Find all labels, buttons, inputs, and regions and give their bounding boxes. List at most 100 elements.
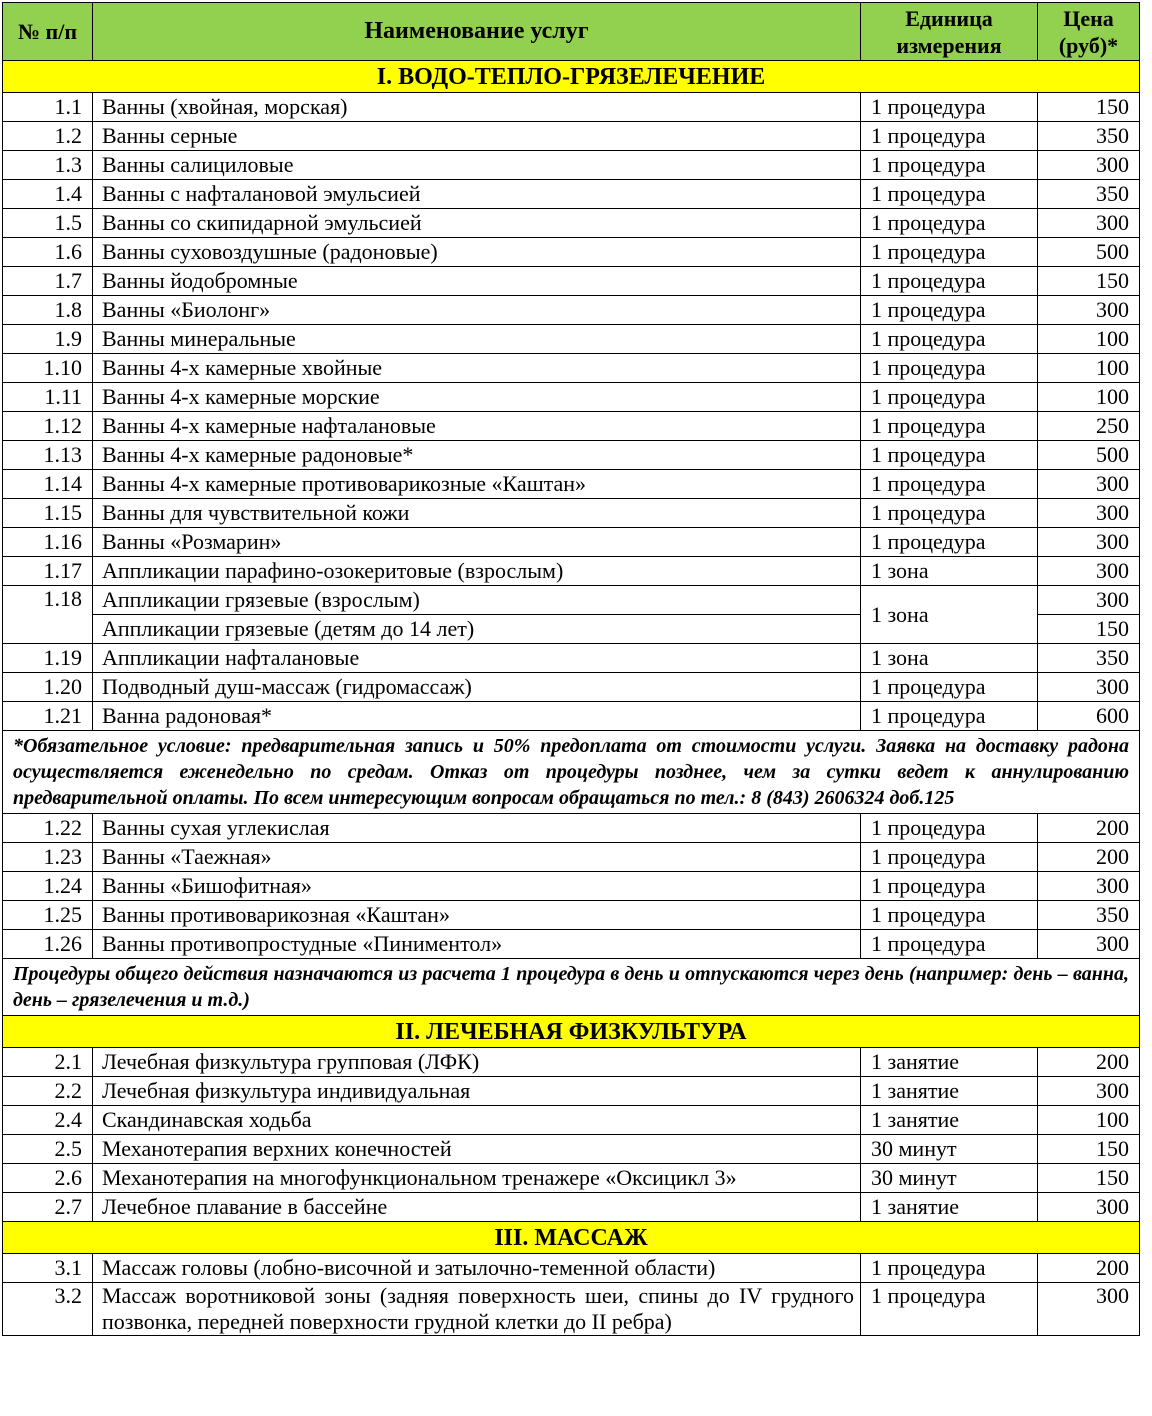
price: 100 [1037,324,1140,354]
price: 200 [1037,1047,1140,1077]
item-number: 1.18 [2,585,93,644]
service-name: Скандинавская ходьба [92,1105,861,1135]
price: 600 [1037,701,1140,731]
section-row: III. МАССАЖ [2,1221,1140,1254]
service-name: Механотерапия на многофункциональном тре… [92,1163,861,1193]
table-row: 1.22 Ванны сухая углекислая 1 процедура 200 [2,813,1140,843]
item-number: 1.12 [2,411,93,441]
item-number: 2.5 [2,1134,93,1164]
table-row: 1.16 Ванны «Розмарин» 1 процедура 300 [2,527,1140,557]
price: 300 [1037,295,1140,325]
price: 300 [1037,1282,1140,1336]
price: 300 [1037,672,1140,702]
price: 150 [1037,92,1140,122]
service-name: Ванны йодобромные [92,266,861,296]
section-row: I. ВОДО-ТЕПЛО-ГРЯЗЕЛЕЧЕНИЕ [2,60,1140,93]
item-number: 1.20 [2,672,93,702]
section-title: III. МАССАЖ [2,1221,1140,1254]
table-row: 1.8 Ванны «Биолонг» 1 процедура 300 [2,295,1140,325]
table-body: I. ВОДО-ТЕПЛО-ГРЯЗЕЛЕЧЕНИЕ 1.1 Ванны (хвой… [2,60,1140,1336]
item-number: 1.10 [2,353,93,383]
price: 300 [1037,208,1140,238]
note-text: *Обязательное условие: предварительная з… [2,730,1140,814]
section-row: II. ЛЕЧЕБНАЯ ФИЗКУЛЬТУРА [2,1015,1140,1048]
price: 200 [1037,842,1140,872]
table-row: 2.7 Лечебное плавание в бассейне 1 занятие… [2,1192,1140,1222]
item-number: 1.9 [2,324,93,354]
item-number: 1.6 [2,237,93,267]
table-row: 2.6 Механотерапия на многофункциональном … [2,1163,1140,1193]
item-number: 1.21 [2,701,93,731]
service-name: Аппликации грязевые (детям до 14 лет) [92,614,861,644]
unit: 1 процедура [860,842,1038,872]
unit: 1 процедура [860,527,1038,557]
service-name: Ванны «Бишофитная» [92,871,861,901]
table-row: 1.24 Ванны «Бишофитная» 1 процедура 300 [2,871,1140,901]
service-name: Ванны с нафталановой эмульсией [92,179,861,209]
price: 300 [1037,527,1140,557]
unit: 1 процедура [860,266,1038,296]
item-number: 2.1 [2,1047,93,1077]
service-name: Ванна радоновая* [92,701,861,731]
price: 350 [1037,643,1140,673]
unit: 1 процедура [860,900,1038,930]
item-number: 1.26 [2,929,93,959]
item-number: 2.6 [2,1163,93,1193]
service-name: Ванны 4-х камерные нафталановые [92,411,861,441]
price: 300 [1037,929,1140,959]
item-number: 1.11 [2,382,93,412]
header-num: № п/п [2,2,93,61]
price: 500 [1037,237,1140,267]
unit: 1 процедура [860,672,1038,702]
table-row: 1.12 Ванны 4-х камерные нафталановые 1 про… [2,411,1140,441]
table-row: 1.11 Ванны 4-х камерные морские 1 процедур… [2,382,1140,412]
service-name: Ванны противопростудные «Пиниментол» [92,929,861,959]
price: 300 [1037,585,1140,615]
item-number: 1.17 [2,556,93,586]
table-row: 1.6 Ванны суховоздушные (радоновые) 1 проц… [2,237,1140,267]
table-row: 1.19 Аппликации нафталановые 1 зона 350 [2,643,1140,673]
table-row: 1.20 Подводный душ-массаж (гидромассаж) 1 … [2,672,1140,702]
service-name: Ванны 4-х камерные хвойные [92,353,861,383]
table-header: № п/п Наименование услуг Единица измерен… [2,2,1140,61]
service-name: Подводный душ-массаж (гидромассаж) [92,672,861,702]
table-row: 1.14 Ванны 4-х камерные противоварикозные… [2,469,1140,499]
table-row: 2.4 Скандинавская ходьба 1 занятие 100 [2,1105,1140,1135]
unit: 30 минут [860,1163,1038,1193]
service-name: Ванны 4-х камерные морские [92,382,861,412]
table-row: Аппликации грязевые (детям до 14 лет) 150 [3,614,1140,644]
unit: 1 процедура [860,150,1038,180]
table-row: 1.2 Ванны серные 1 процедура 350 [2,121,1140,151]
unit: 1 зона [860,643,1038,673]
price: 350 [1037,900,1140,930]
unit: 1 процедура [860,813,1038,843]
table-row: 1.13 Ванны 4-х камерные радоновые* 1 проце… [2,440,1140,470]
item-number: 1.7 [2,266,93,296]
header-price: Цена (руб)* [1037,2,1140,61]
service-name: Ванны «Таежная» [92,842,861,872]
table-row: 1.23 Ванны «Таежная» 1 процедура 200 [2,842,1140,872]
unit: 1 процедура [860,324,1038,354]
service-name: Ванны сухая углекислая [92,813,861,843]
unit: 1 процедура [860,237,1038,267]
service-name: Аппликации нафталановые [92,643,861,673]
item-number: 1.16 [2,527,93,557]
price: 350 [1037,121,1140,151]
unit: 1 процедура [860,1282,1038,1336]
item-number: 2.4 [2,1105,93,1135]
table-row: 1.15 Ванны для чувствительной кожи 1 проце… [2,498,1140,528]
price: 250 [1037,411,1140,441]
item-number: 1.2 [2,121,93,151]
price: 300 [1037,556,1140,586]
item-number: 2.2 [2,1076,93,1106]
unit: 1 занятие [860,1047,1038,1077]
item-number: 1.1 [2,92,93,122]
header-name: Наименование услуг [92,2,861,61]
unit: 1 процедура [860,353,1038,383]
unit: 1 процедура [860,295,1038,325]
price: 300 [1037,469,1140,499]
table-row: 1.18 Аппликации грязевые (взрослым) 1 зона… [2,585,1140,644]
table-row: 1.9 Ванны минеральные 1 процедура 100 [2,324,1140,354]
section-title: II. ЛЕЧЕБНАЯ ФИЗКУЛЬТУРА [2,1015,1140,1048]
service-name: Массаж воротниковой зоны (задняя поверхн… [92,1282,861,1336]
